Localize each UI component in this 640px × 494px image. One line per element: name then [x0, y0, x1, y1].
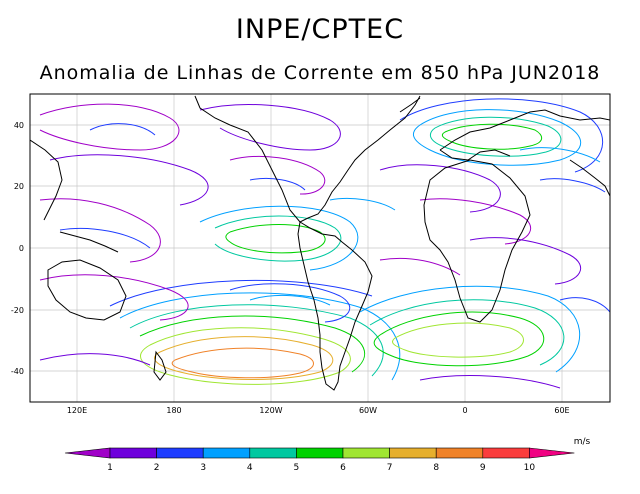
australia-coast [47, 259, 127, 321]
lat-label-minus20: -20 [11, 306, 24, 315]
lat-labels: 40 20 0 -20 -40 [11, 121, 24, 376]
lon-label-60w: 60W [359, 406, 377, 415]
colorbar-tick-label: 6 [340, 463, 346, 473]
colorbar-segment [342, 447, 390, 459]
colorbar-tick-label: 7 [387, 463, 393, 473]
map-frame [29, 93, 611, 403]
colorbar-tick-label: 4 [247, 463, 253, 473]
lon-label-60e: 60E [554, 406, 569, 415]
colorbar-arrow-left [64, 447, 111, 459]
greenland-coast [399, 97, 421, 113]
lat-label-40: 40 [14, 121, 24, 130]
north-america-coast [194, 95, 421, 223]
colorbar-tick-label: 8 [433, 463, 439, 473]
indonesia-coast [59, 231, 119, 253]
colorbar-tick-label: 3 [200, 463, 206, 473]
colorbar-segment [435, 447, 484, 459]
chart-title: INPE/CPTEC [235, 14, 405, 45]
africa-coast [423, 159, 531, 323]
lon-labels: 120E 180 120W 60W 0 60E [67, 406, 570, 415]
lat-label-minus40: -40 [11, 367, 24, 376]
asia-east-coast [30, 139, 63, 221]
colorbar-unit: m/s [574, 437, 591, 447]
south-america-coast [297, 221, 373, 391]
streamlines [39, 98, 610, 389]
colorbar-tick-label: 10 [524, 463, 536, 473]
lon-label-120e: 120E [67, 406, 87, 415]
colorbar-segment [296, 447, 344, 459]
colorbar-segment [389, 447, 437, 459]
colorbar: 1 2 3 4 5 6 7 8 9 10 [64, 447, 575, 473]
colorbar-arrow-right [529, 447, 575, 459]
colorbar-tick-label: 9 [480, 463, 486, 473]
mediterranean-coast [439, 149, 511, 161]
lat-label-0: 0 [19, 244, 24, 253]
eurasia-coast [439, 109, 610, 151]
colorbar-segment [156, 447, 204, 459]
chart-subtitle: Anomalia de Linhas de Corrente em 850 hP… [39, 62, 601, 84]
colorbar-segment [202, 447, 251, 459]
new-zealand-coast [153, 350, 167, 381]
colorbar-segment [249, 447, 297, 459]
arabia-india-coast [569, 159, 610, 197]
map-grid [30, 94, 610, 402]
colorbar-segment [482, 447, 530, 459]
colorbar-segment [109, 447, 157, 459]
lon-label-180: 180 [166, 406, 181, 415]
colorbar-tick-label: 2 [154, 463, 160, 473]
colorbar-tick-label: 1 [107, 463, 113, 473]
colorbar-tick-label: 5 [294, 463, 300, 473]
coastlines [30, 95, 610, 391]
lon-label-0: 0 [462, 406, 467, 415]
lat-label-20: 20 [14, 182, 24, 191]
lon-label-120w: 120W [259, 406, 282, 415]
